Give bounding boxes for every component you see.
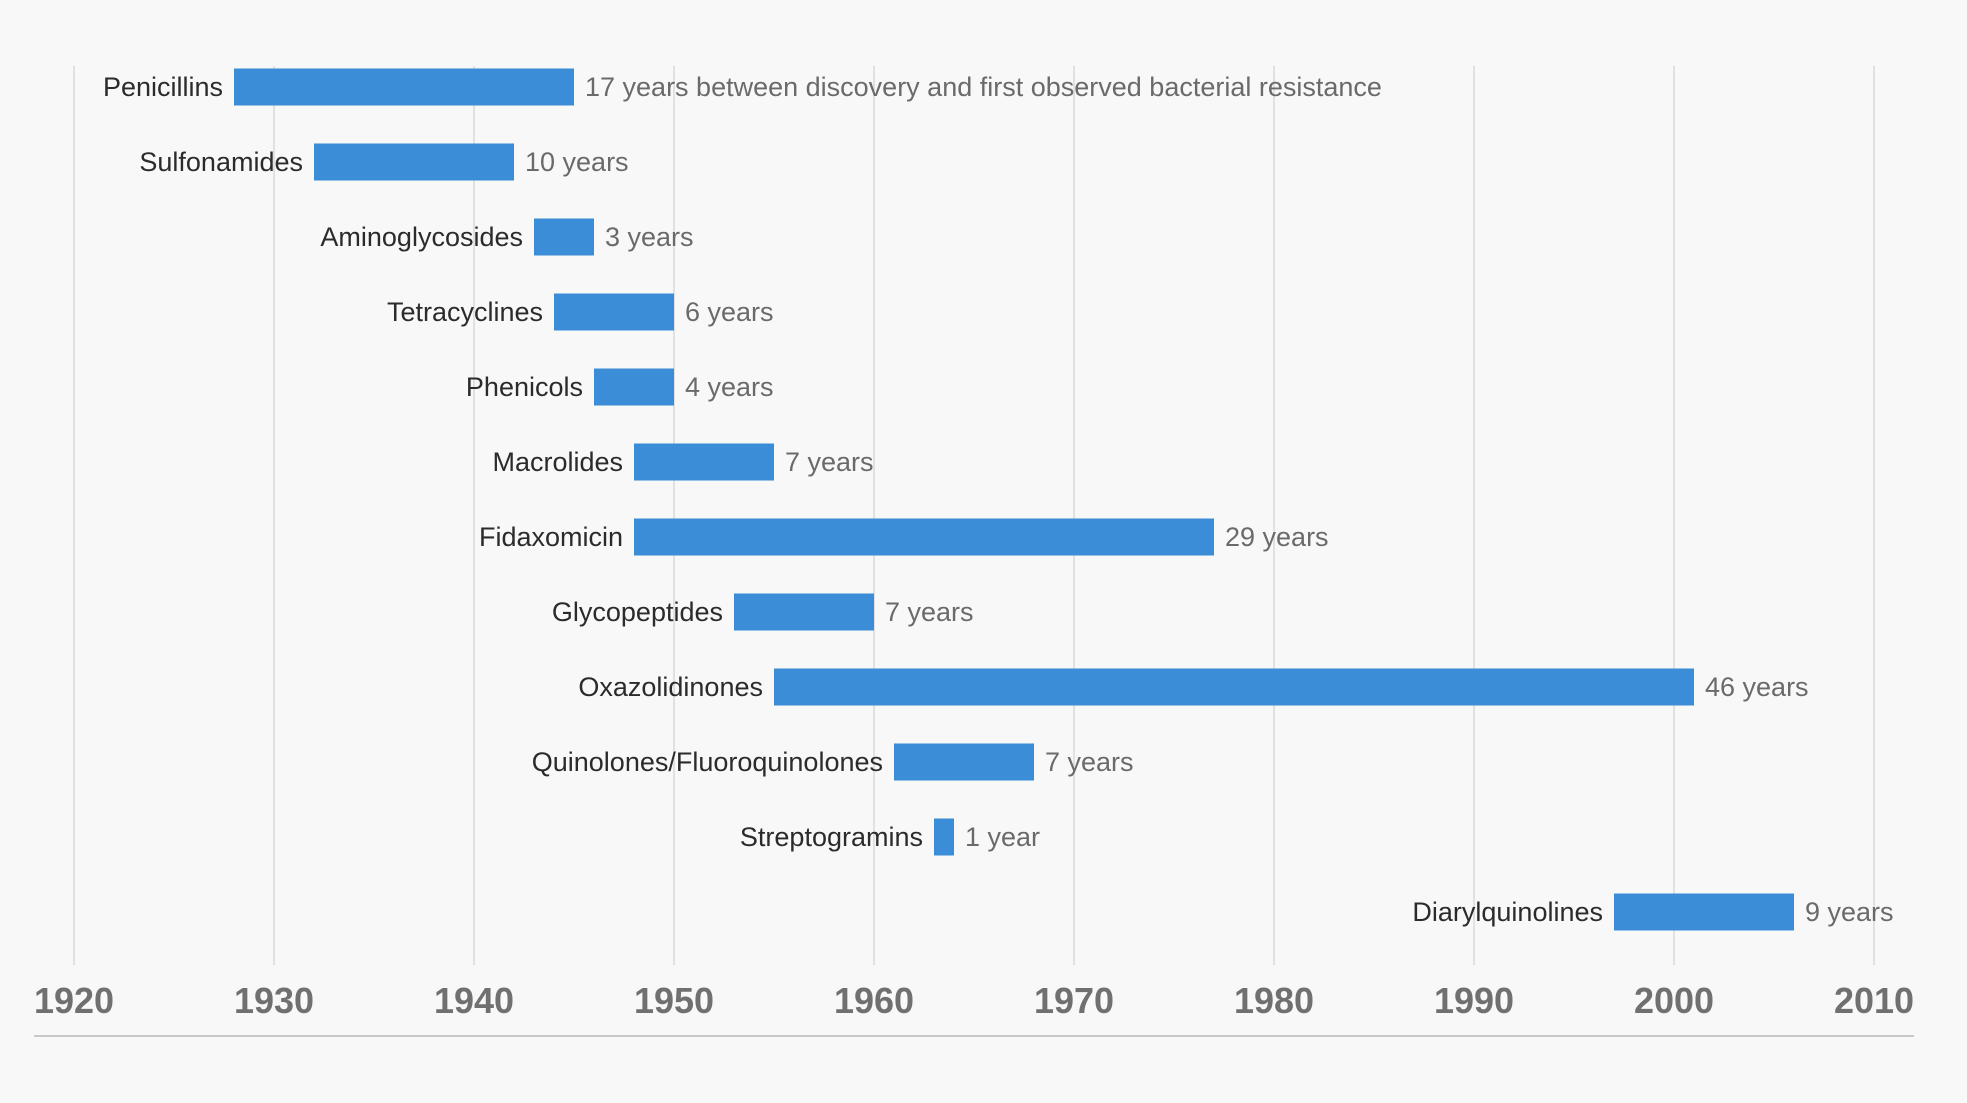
- x-tick-label-2000: 2000: [1634, 980, 1714, 1021]
- data-label-oxazolidinones: 46 years: [1705, 672, 1809, 702]
- bar-tetracyclines: [554, 293, 674, 331]
- category-label-quinolones-fluoroquinolones: Quinolones/Fluoroquinolones: [532, 747, 883, 777]
- bars: [234, 68, 1794, 931]
- category-label-fidaxomicin: Fidaxomicin: [479, 522, 623, 552]
- x-tick-label-1950: 1950: [634, 980, 714, 1021]
- bar-phenicols: [594, 368, 674, 406]
- category-label-streptogramins: Streptogramins: [740, 822, 923, 852]
- labels: Penicillins 17 years between discovery an…: [103, 72, 1894, 927]
- bar-streptogramins: [934, 818, 954, 856]
- bar-sulfonamides: [314, 143, 514, 181]
- bar-quinolones-fluoroquinolones: [894, 743, 1034, 781]
- data-label-diarylquinolines: 9 years: [1805, 897, 1894, 927]
- x-tick-label-1980: 1980: [1234, 980, 1314, 1021]
- data-label-penicillins: 17 years between discovery and first obs…: [585, 72, 1382, 102]
- category-label-phenicols: Phenicols: [466, 372, 583, 402]
- bar-glycopeptides: [734, 593, 874, 631]
- category-label-sulfonamides: Sulfonamides: [139, 147, 303, 177]
- category-label-penicillins: Penicillins: [103, 72, 223, 102]
- x-tick-label-1940: 1940: [434, 980, 514, 1021]
- category-label-diarylquinolines: Diarylquinolines: [1412, 897, 1603, 927]
- data-label-aminoglycosides: 3 years: [605, 222, 694, 252]
- x-tick-label-1920: 1920: [34, 980, 114, 1021]
- data-label-tetracyclines: 6 years: [685, 297, 774, 327]
- bar-oxazolidinones: [774, 668, 1694, 706]
- x-tick-label-2010: 2010: [1834, 980, 1914, 1021]
- category-label-aminoglycosides: Aminoglycosides: [320, 222, 523, 252]
- bar-penicillins: [234, 68, 574, 106]
- data-label-streptogramins: 1 year: [965, 822, 1040, 852]
- category-label-tetracyclines: Tetracyclines: [387, 297, 543, 327]
- bar-fidaxomicin: [634, 518, 1214, 556]
- data-label-sulfonamides: 10 years: [525, 147, 629, 177]
- bar-aminoglycosides: [534, 218, 594, 256]
- x-tick-label-1990: 1990: [1434, 980, 1514, 1021]
- x-axis: 1920 1930 1940 1950 1960 1970 1980 1990 2000 2010: [34, 980, 1914, 1037]
- category-label-glycopeptides: Glycopeptides: [552, 597, 723, 627]
- data-label-phenicols: 4 years: [685, 372, 774, 402]
- data-label-fidaxomicin: 29 years: [1225, 522, 1329, 552]
- category-label-oxazolidinones: Oxazolidinones: [578, 672, 763, 702]
- data-label-glycopeptides: 7 years: [885, 597, 974, 627]
- x-tick-label-1970: 1970: [1034, 980, 1114, 1021]
- data-label-quinolones-fluoroquinolones: 7 years: [1045, 747, 1134, 777]
- category-label-macrolides: Macrolides: [492, 447, 623, 477]
- grid-lines: [73, 66, 1875, 965]
- bar-macrolides: [634, 443, 774, 481]
- bar-diarylquinolines: [1614, 893, 1794, 931]
- x-tick-label-1960: 1960: [834, 980, 914, 1021]
- data-label-macrolides: 7 years: [785, 447, 874, 477]
- x-tick-label-1930: 1930: [234, 980, 314, 1021]
